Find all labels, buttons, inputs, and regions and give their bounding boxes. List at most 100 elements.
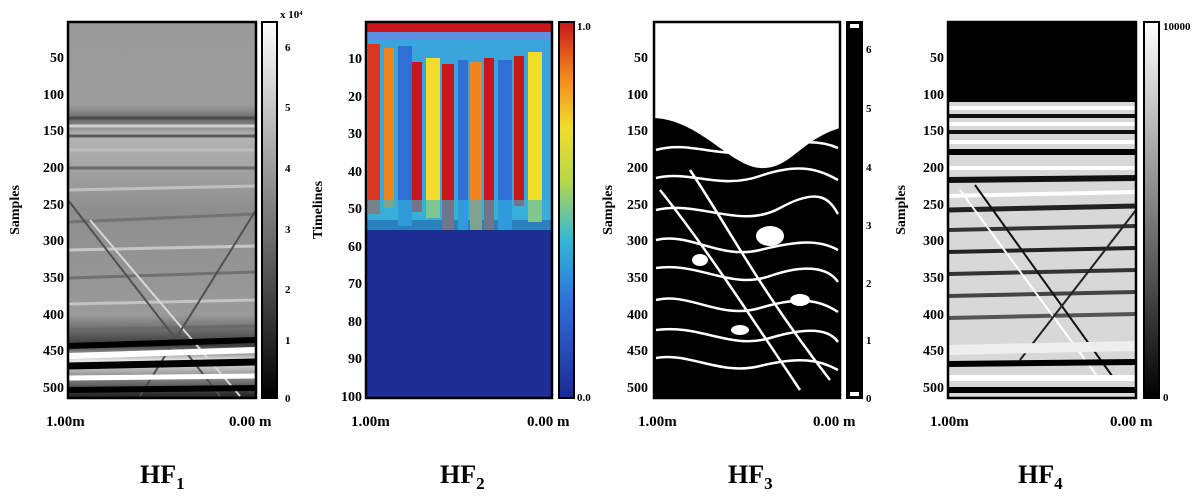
hf3-ytick: 350 — [627, 271, 648, 286]
hf1-cb-tick: 1 — [285, 335, 291, 347]
hf4-ytick: 400 — [923, 308, 944, 323]
hf3-ytick: 200 — [627, 161, 648, 176]
hf4-title: HF4 — [1018, 460, 1063, 493]
hf1-yticks: 50 100 150 200 250 300 350 400 450 500 — [43, 51, 64, 396]
hf3-cb-tick: 1 — [866, 335, 872, 347]
hf2-frame — [364, 20, 554, 400]
hf3-yticks: 50 100 150 200 250 300 350 400 450 500 — [627, 51, 648, 396]
hf1-title: HF1 — [140, 460, 185, 493]
hf3-ytick: 400 — [627, 308, 648, 323]
hf4-ytick: 50 — [930, 51, 944, 66]
hf2-ytick: 40 — [348, 165, 362, 180]
hf4-ylabel: Samples — [894, 185, 909, 235]
hf1-image — [68, 22, 256, 398]
hf4-ytick: 200 — [923, 161, 944, 176]
hf3-colorbar-ticks: 6 5 4 3 2 1 0 — [866, 44, 872, 405]
hf2-texture — [366, 22, 552, 398]
hf1-cb-tick: 6 — [285, 42, 291, 54]
hf4-ytick: 300 — [923, 234, 944, 249]
hf4-frame — [946, 20, 1138, 400]
hf1-frame — [66, 20, 258, 400]
hf3-colorbar-top — [850, 24, 859, 28]
panel-hf2: 10 20 30 40 50 60 70 80 90 100 Timelines… — [311, 20, 591, 493]
hf2-colorbar — [558, 21, 575, 399]
hf1-cb-tick: 5 — [285, 102, 291, 114]
hf3-ytick: 450 — [627, 344, 648, 359]
hf3-x-right: 0.00 m — [813, 414, 856, 430]
hf2-ytick: 50 — [348, 202, 362, 217]
hf1-ytick: 150 — [43, 124, 64, 139]
panel-hf3: 50 100 150 200 250 300 350 400 450 500 S… — [601, 20, 872, 493]
hf1-ytick: 100 — [43, 88, 64, 103]
hf4-ytick: 150 — [923, 124, 944, 139]
hf3-ytick: 150 — [627, 124, 648, 139]
hf2-cb-tick: 0.0 — [577, 392, 591, 404]
hf2-cb-tick: 1.0 — [577, 21, 591, 33]
hf1-x-right: 0.00 m — [229, 414, 272, 430]
hf2-ytick: 100 — [341, 390, 362, 405]
hf1-ytick: 350 — [43, 271, 64, 286]
hf3-title: HF3 — [728, 460, 773, 493]
hf1-colorbar-ticks: 6 5 4 3 2 1 0 — [285, 42, 291, 405]
hf1-texture — [67, 116, 257, 397]
hf1-ytick: 300 — [43, 234, 64, 249]
hf4-x-left: 1.00m — [930, 414, 969, 430]
hf2-x-left: 1.00m — [351, 414, 390, 430]
hf3-ytick: 50 — [634, 51, 648, 66]
hf2-ytick: 60 — [348, 240, 362, 255]
hf3-cb-tick: 2 — [866, 278, 872, 290]
hf3-ytick: 100 — [627, 88, 648, 103]
hf1-x-left: 1.00m — [46, 414, 85, 430]
hf4-x-right: 0.00 m — [1110, 414, 1153, 430]
hf1-cb-tick: 3 — [285, 224, 291, 236]
hf1-ytick: 500 — [43, 381, 64, 396]
hf2-ylabel: Timelines — [311, 180, 326, 239]
hf3-colorbar-bottom — [850, 392, 859, 396]
hf4-texture — [947, 22, 1137, 393]
hf4-ytick: 250 — [923, 198, 944, 213]
hf4-cb-tick: 10000 — [1163, 21, 1191, 33]
hf1-ylabel: Samples — [8, 185, 23, 235]
hf3-ylabel: Samples — [601, 185, 616, 235]
hf4-colorbar — [1143, 21, 1160, 399]
hf1-cb-tick: 0 — [285, 393, 291, 405]
hf2-ytick: 80 — [348, 315, 362, 330]
hf1-colorbar-scale: x 10⁴ — [280, 9, 303, 21]
hf2-ytick: 90 — [348, 352, 362, 367]
hf2-ytick: 30 — [348, 127, 362, 142]
hf3-cb-tick: 5 — [866, 103, 872, 115]
hf3-ytick: 500 — [627, 381, 648, 396]
hf4-cb-tick: 0 — [1163, 392, 1169, 404]
hf1-cb-tick: 2 — [285, 284, 291, 296]
panel-hf1: 50 100 150 200 250 300 350 400 450 500 S… — [8, 9, 303, 493]
hf2-title: HF2 — [440, 460, 485, 493]
hf1-ytick: 450 — [43, 344, 64, 359]
hf4-ytick: 350 — [923, 271, 944, 286]
hf2-ytick: 70 — [348, 277, 362, 292]
hf1-ytick: 250 — [43, 198, 64, 213]
hf3-ytick: 250 — [627, 198, 648, 213]
hf2-ytick: 20 — [348, 90, 362, 105]
hf3-colorbar — [846, 21, 863, 399]
hf3-frame — [652, 20, 842, 400]
hf2-yticks: 10 20 30 40 50 60 70 80 90 100 — [341, 52, 362, 405]
hf4-ytick: 500 — [923, 381, 944, 396]
hf1-colorbar — [261, 21, 278, 399]
hf3-ytick: 300 — [627, 234, 648, 249]
hf3-texture — [654, 22, 840, 391]
hf3-cb-tick: 4 — [866, 162, 872, 174]
hf4-ytick: 450 — [923, 344, 944, 359]
hf3-cb-tick: 3 — [866, 220, 872, 232]
hf3-x-left: 1.00m — [638, 414, 677, 430]
hf1-ytick: 200 — [43, 161, 64, 176]
hf2-x-right: 0.00 m — [527, 414, 570, 430]
hf4-yticks: 50 100 150 200 250 300 350 400 450 500 — [923, 51, 944, 396]
hf1-ytick: 400 — [43, 308, 64, 323]
hf1-cb-tick: 4 — [285, 163, 291, 175]
hf2-ytick: 10 — [348, 52, 362, 67]
hf3-cb-tick: 6 — [866, 44, 872, 56]
hf4-ytick: 100 — [923, 88, 944, 103]
hf1-ytick: 50 — [50, 51, 64, 66]
panel-hf4: 50 100 150 200 250 300 350 400 450 500 S… — [894, 20, 1191, 493]
